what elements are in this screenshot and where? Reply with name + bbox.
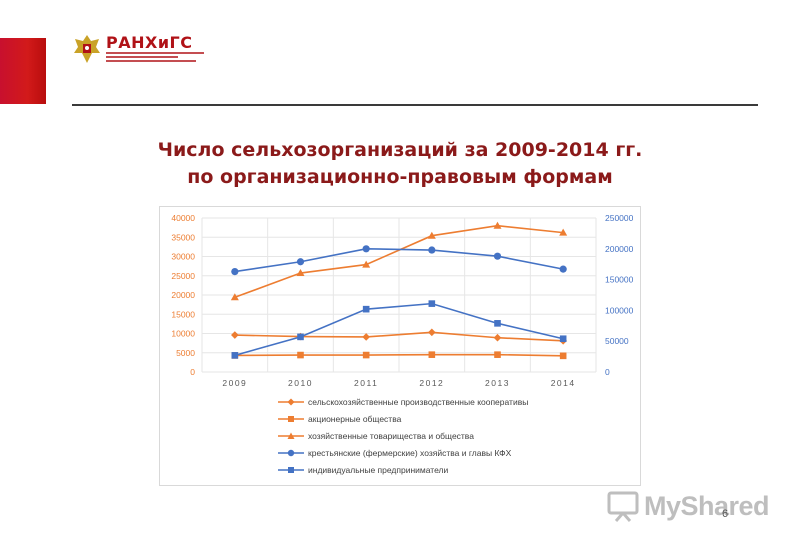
series-1-point: [428, 328, 436, 337]
x-tick-label: 2009: [222, 378, 247, 388]
series-3-point: [559, 228, 568, 236]
y-right-tick-label: 100000: [605, 305, 634, 315]
legend-marker: [278, 398, 304, 405]
legend-label: акционерные общества: [308, 413, 402, 424]
series-1-point: [493, 333, 502, 342]
series-2-point: [362, 351, 370, 359]
y-left-tick-label: 30000: [171, 252, 195, 262]
series-5-point: [297, 333, 304, 341]
y-left-tick-label: 35000: [171, 232, 195, 242]
page-title: Число сельхозорганизаций за 2009-2014 гг…: [0, 137, 800, 191]
y-left-tick-label: 40000: [171, 213, 195, 223]
watermark-text: MyShared: [644, 490, 770, 521]
series-4-point: [428, 246, 436, 254]
series-5-point: [559, 335, 567, 343]
title-line-1: Число сельхозорганизаций за 2009-2014 гг…: [157, 139, 643, 161]
legend-item: хозяйственные товарищества и общества: [278, 427, 528, 444]
y-right-tick-label: 0: [605, 367, 610, 377]
legend-marker: [278, 466, 304, 473]
y-right-tick-label: 200000: [605, 244, 634, 254]
series-5-point: [362, 305, 370, 313]
series-1-point: [362, 333, 370, 341]
series-4-point: [559, 265, 567, 273]
series-line-4: [234, 247, 564, 273]
legend-marker: [278, 449, 304, 456]
series-3-point: [362, 260, 371, 268]
page-number: 6: [722, 508, 729, 520]
legend-item: акционерные общества: [278, 410, 528, 427]
y-right-tick-label: 250000: [605, 213, 634, 223]
line-chart: 0 5000 10000 15000 20000 25000 30000 35000 40000…: [171, 213, 634, 388]
y-left-tick-label: 25000: [171, 271, 195, 281]
series-2-point: [559, 352, 567, 360]
y-left-tick-label: 15000: [171, 309, 195, 319]
series-2-point: [428, 351, 436, 358]
title-line-2: по организационно-правовым формам: [187, 166, 613, 188]
series-5-point: [428, 300, 436, 307]
chart-legend: сельскохозяйственные производственные ко…: [278, 393, 528, 478]
series-line-2: [234, 353, 564, 357]
legend-item: индивидуальные предприниматели: [278, 461, 528, 478]
logo-subtitle: [106, 51, 204, 62]
series-5-point: [494, 320, 501, 327]
eagle-emblem-icon: [74, 35, 100, 63]
series-4-point: [493, 252, 502, 260]
series-3-point: [296, 269, 305, 277]
legend-label: индивидуальные предприниматели: [308, 464, 449, 475]
series-3-point: [427, 231, 436, 239]
logo-name: РАНХиГС: [106, 32, 193, 52]
y-right-tick-label: 150000: [605, 275, 634, 285]
x-tick-label: 2013: [485, 378, 510, 388]
legend-label: крестьянские (фермерские) хозяйства и гл…: [308, 447, 512, 458]
x-tick-label: 2010: [288, 378, 313, 388]
legend-marker: [278, 432, 304, 439]
series-4-point: [296, 258, 305, 266]
x-tick-label: 2014: [551, 378, 576, 388]
series-4-point: [231, 267, 239, 276]
series-5-point: [231, 352, 239, 359]
legend-item: сельскохозяйственные производственные ко…: [278, 393, 528, 410]
red-accent-bar: [0, 38, 46, 104]
legend-label: сельскохозяйственные производственные ко…: [308, 396, 529, 407]
series-2-point: [494, 351, 501, 358]
x-tick-label: 2011: [354, 378, 378, 388]
series-3-point: [493, 221, 502, 229]
y-right-tick-label: 50000: [605, 336, 629, 346]
series-2-point: [297, 351, 304, 359]
series-4-point: [362, 245, 370, 253]
legend-label: хозяйственные товарищества и общества: [308, 430, 474, 441]
myshared-watermark: MyShared: [606, 490, 770, 522]
series-line-1: [234, 331, 564, 342]
series-1-point: [231, 331, 239, 339]
header-divider: [72, 104, 758, 106]
ranepa-logo: РАНХиГС: [72, 30, 206, 68]
y-left-tick-label: 5000: [176, 348, 195, 358]
series-line-5: [234, 302, 564, 357]
legend-item: крестьянские (фермерские) хозяйства и гл…: [278, 444, 528, 461]
series-3-point: [230, 293, 239, 301]
legend-marker: [278, 415, 304, 422]
y-left-tick-label: 10000: [171, 329, 195, 339]
presentation-board-icon: [607, 491, 639, 522]
x-tick-label: 2012: [419, 378, 444, 388]
chart-container: 0 5000 10000 15000 20000 25000 30000 35000 40000…: [159, 206, 641, 486]
y-left-tick-label: 20000: [171, 290, 195, 300]
y-left-tick-label: 0: [190, 367, 195, 377]
